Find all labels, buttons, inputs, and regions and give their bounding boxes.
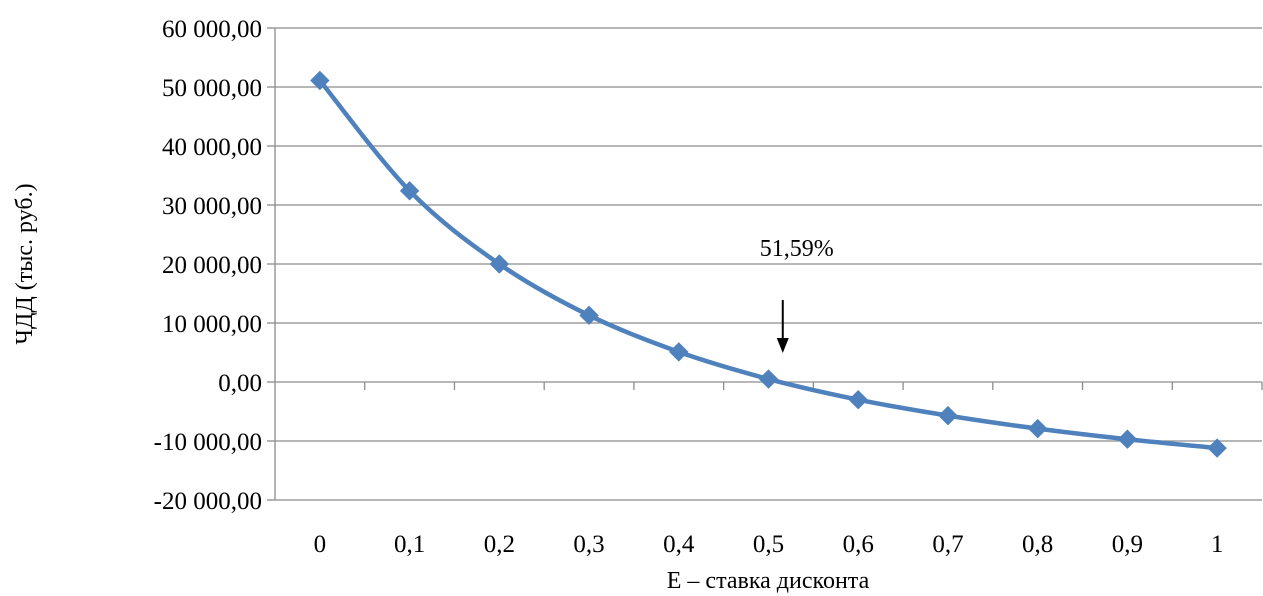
irr-annotation-label: 51,59% <box>760 236 834 262</box>
y-tick-label: 10 000,00 <box>162 311 262 338</box>
irr-arrow-head <box>776 338 789 353</box>
x-tick-label: 1 <box>1211 531 1224 558</box>
x-tick-label: 0,2 <box>484 531 515 558</box>
x-tick-label: 0,4 <box>663 531 695 558</box>
data-point <box>1117 429 1138 449</box>
x-tick-label: 0,3 <box>573 531 604 558</box>
x-tick-label: 0,1 <box>394 531 425 558</box>
y-axis-label: ЧДД (тыс. руб.) <box>12 183 38 344</box>
y-tick-label: 50 000,00 <box>162 75 262 102</box>
data-point <box>848 389 868 410</box>
data-point <box>399 181 420 201</box>
y-tick-label: -20 000,00 <box>154 488 262 515</box>
x-axis-label: E – ставка дисконта <box>667 568 870 594</box>
x-tick-label: 0 <box>314 531 327 558</box>
y-tick-label: -10 000,00 <box>154 429 262 456</box>
series-path <box>318 79 1218 451</box>
x-tick-label: 0,5 <box>753 531 784 558</box>
data-points <box>310 70 1227 458</box>
x-tick-labels: 0 0,1 0,2 0,3 0,4 0,5 0,6 0,7 0,8 0,9 1 <box>314 531 1224 558</box>
y-tick-label: 30 000,00 <box>162 193 262 220</box>
x-tick-label: 0,9 <box>1112 531 1143 558</box>
data-point <box>1207 438 1227 458</box>
x-tick-label: 0,8 <box>1022 531 1053 558</box>
data-point <box>310 70 330 91</box>
data-point <box>579 305 599 326</box>
gridlines <box>275 27 1262 501</box>
x-tick-label: 0,7 <box>932 531 963 558</box>
data-point <box>938 405 958 426</box>
data-point <box>1027 418 1048 439</box>
x-tick-label: 0,6 <box>843 531 874 558</box>
data-point <box>489 254 510 274</box>
y-tick-labels: -20 000,00 -10 000,00 0,00 10 000,00 20 000,… <box>154 16 262 515</box>
data-point <box>758 369 779 389</box>
axes <box>267 27 1263 501</box>
y-tick-label: 60 000,00 <box>162 16 262 43</box>
y-tick-label: 20 000,00 <box>162 252 262 279</box>
y-tick-label: 40 000,00 <box>162 134 262 161</box>
data-point <box>669 342 689 362</box>
y-tick-label: 0,00 <box>218 370 262 397</box>
annotation: 51,59% <box>760 236 834 353</box>
series-line <box>318 79 1218 451</box>
